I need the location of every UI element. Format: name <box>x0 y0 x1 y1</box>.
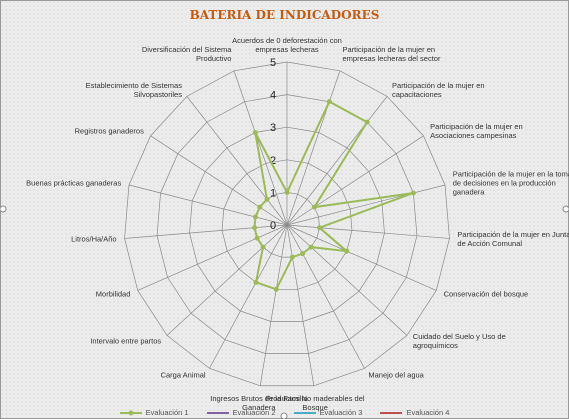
series-point <box>289 254 295 260</box>
grid-ring <box>156 94 418 354</box>
series-point <box>308 244 314 250</box>
spoke <box>209 224 288 369</box>
spoke <box>166 224 288 336</box>
axis-label: Participación de la mujer en empresas le… <box>342 45 441 64</box>
axis-label: Carga Animal <box>160 370 206 380</box>
tick-label: 3 <box>270 122 276 134</box>
series-point <box>252 129 258 135</box>
series-point <box>364 119 370 125</box>
series-point <box>316 225 322 231</box>
grid-ring <box>124 61 450 387</box>
grid-ring <box>189 126 385 322</box>
spoke <box>137 224 288 291</box>
swatch-dot <box>128 410 134 415</box>
series-point <box>260 244 266 250</box>
axis-label: Morbilidad <box>95 289 131 299</box>
axis-label: Buenas prácticas ganaderas <box>26 178 122 188</box>
handle <box>0 205 7 213</box>
series-point <box>253 279 259 285</box>
series-point <box>252 225 258 231</box>
legend-swatch <box>293 411 316 414</box>
axis-label: Participación de la mujer en Asociacione… <box>430 122 523 141</box>
spoke <box>286 224 437 291</box>
series-point <box>410 190 416 196</box>
spoke <box>286 224 408 336</box>
axis-label: Manejo del agua <box>368 370 424 380</box>
series-point <box>252 214 258 220</box>
legend-item: Evaluación 3 <box>293 408 363 417</box>
axis-label: Cuidado del Suelo y Uso de agroquímicos <box>412 331 506 350</box>
legend-item: Evaluación 4 <box>380 408 449 417</box>
series-point <box>284 189 290 195</box>
handle <box>562 205 569 213</box>
legend-swatch <box>206 411 229 414</box>
legend-swatch <box>380 411 403 414</box>
spoke <box>286 184 446 226</box>
legend-item: Evaluación 2 <box>206 408 276 417</box>
series-line <box>253 100 414 291</box>
axis-label: Intervalo entre partos <box>90 336 162 346</box>
legend-swatch <box>119 410 142 415</box>
spoke <box>233 70 288 226</box>
series-point <box>273 286 279 292</box>
grid-ring <box>221 159 353 290</box>
spoke <box>286 224 365 369</box>
spoke <box>286 96 388 226</box>
spoke <box>286 135 424 226</box>
tick-label: 5 <box>270 57 276 69</box>
legend-label: Evaluación 2 <box>232 408 276 417</box>
tick-label: 0 <box>270 220 276 232</box>
tick-label: 1 <box>270 187 276 199</box>
axis-label: Acuerdos de 0 deforestación con empresas… <box>232 36 342 54</box>
series-point <box>344 248 350 254</box>
axis-label: Conservación del bosque <box>443 289 529 299</box>
legend-label: Evaluación 1 <box>145 408 189 417</box>
axis-label: Participación de la mujer en capacitacio… <box>392 81 485 100</box>
spoke <box>186 96 288 226</box>
spoke <box>286 224 315 386</box>
spoke <box>124 224 288 239</box>
series-point <box>257 204 263 210</box>
legend: Evaluación 1 Evaluación 2 Evaluación 3 Eval… <box>0 408 569 417</box>
axis-label: Registros ganaderos <box>74 126 144 136</box>
series-point <box>254 235 260 241</box>
series-point <box>264 196 270 202</box>
series-point <box>300 251 306 257</box>
axis-label: Participación de la mujer en Juntas de A… <box>457 230 569 249</box>
axis-label: Productos No maderables del Bosque <box>265 393 365 412</box>
axis-label: Participación de la mujer en la toma de … <box>452 169 569 197</box>
spoke <box>259 224 288 386</box>
series-point <box>311 204 317 210</box>
tick-label: 4 <box>270 90 276 102</box>
spoke <box>128 184 288 226</box>
legend-label: Evaluación 3 <box>319 408 363 417</box>
spoke <box>286 224 450 239</box>
axis-label: Ingresos Brutos de la Familia Ganadera <box>210 393 308 412</box>
legend-item: Evaluación 1 <box>119 408 189 417</box>
spoke <box>150 135 288 226</box>
axis-label: Litros/Ha/Año <box>71 234 117 244</box>
tick-label: 2 <box>270 155 276 167</box>
spoke <box>286 70 341 226</box>
axis-label: Establecimiento de Sistemas Silvopastori… <box>85 81 182 100</box>
axis-label: Diversificación del Sistema Productivo <box>141 45 232 64</box>
legend-label: Evaluación 4 <box>406 408 450 417</box>
series-point <box>326 99 332 105</box>
handle <box>280 412 288 419</box>
chart-title: BATERIA DE INDICADORES <box>189 8 380 22</box>
